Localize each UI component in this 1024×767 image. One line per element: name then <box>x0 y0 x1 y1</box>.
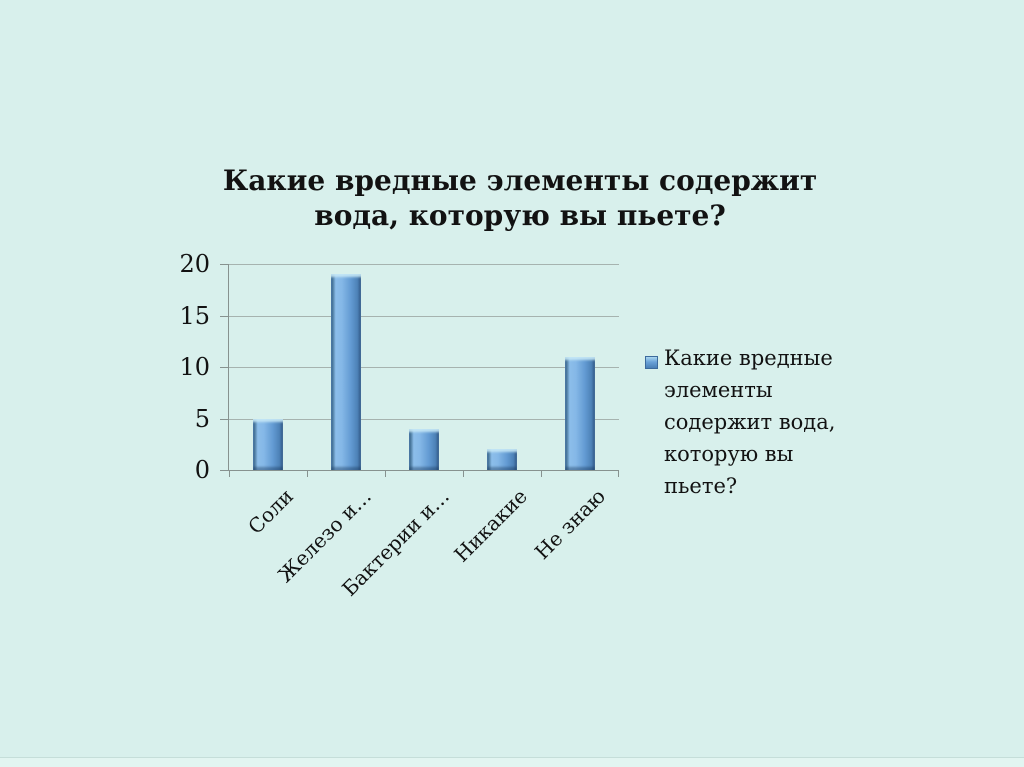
y-axis-label-10: 10 <box>179 353 210 381</box>
x-axis-tick-4 <box>541 470 542 477</box>
legend-label-line-2: содержит вода, <box>664 410 836 434</box>
legend-label-line-3: которую вы <box>664 442 794 466</box>
bar-4 <box>565 356 595 470</box>
y-axis-label-5: 5 <box>194 404 210 433</box>
y-axis-label-15: 15 <box>179 301 210 330</box>
chart-title: Какие вредные элементы содержит вода, ко… <box>180 163 860 233</box>
legend-label: Какие вредные элементы содержит вода, котор… <box>664 342 869 502</box>
chart-title-line-2: вода, которую вы пьете? <box>314 199 726 232</box>
bar-3 <box>487 449 517 470</box>
legend-label-line-1: элементы <box>664 378 773 402</box>
y-axis-label-0: 0 <box>194 456 210 484</box>
y-axis-label-20: 20 <box>179 250 210 278</box>
y-axis-tick-5 <box>220 418 229 420</box>
bar-2 <box>409 428 439 470</box>
legend-label-line-0: Какие вредные <box>664 346 833 370</box>
gridline-15 <box>229 315 619 317</box>
chart-title-line-1: Какие вредные элементы содержит <box>222 164 818 197</box>
legend-swatch <box>645 356 658 369</box>
slide-bottom-border <box>0 757 1024 758</box>
y-axis-tick-0 <box>220 470 229 471</box>
y-axis-tick-10 <box>220 367 229 368</box>
slide-bottom-strip <box>0 758 1024 767</box>
plot-area <box>220 264 619 477</box>
x-axis-tick-1 <box>307 470 308 477</box>
y-axis-tick-20 <box>220 264 229 265</box>
bar-0 <box>253 418 283 470</box>
gridline-10 <box>229 367 619 368</box>
bar-1 <box>331 274 361 470</box>
x-axis-tick-2 <box>385 470 386 477</box>
gridline-20 <box>229 264 619 265</box>
x-axis-tick-3 <box>463 470 464 477</box>
y-axis-tick-15 <box>220 315 229 317</box>
gridline-5 <box>229 418 619 420</box>
x-axis-tick-0 <box>229 470 230 477</box>
x-axis-tick-5 <box>618 470 619 477</box>
legend-label-line-4: пьете? <box>664 474 738 498</box>
